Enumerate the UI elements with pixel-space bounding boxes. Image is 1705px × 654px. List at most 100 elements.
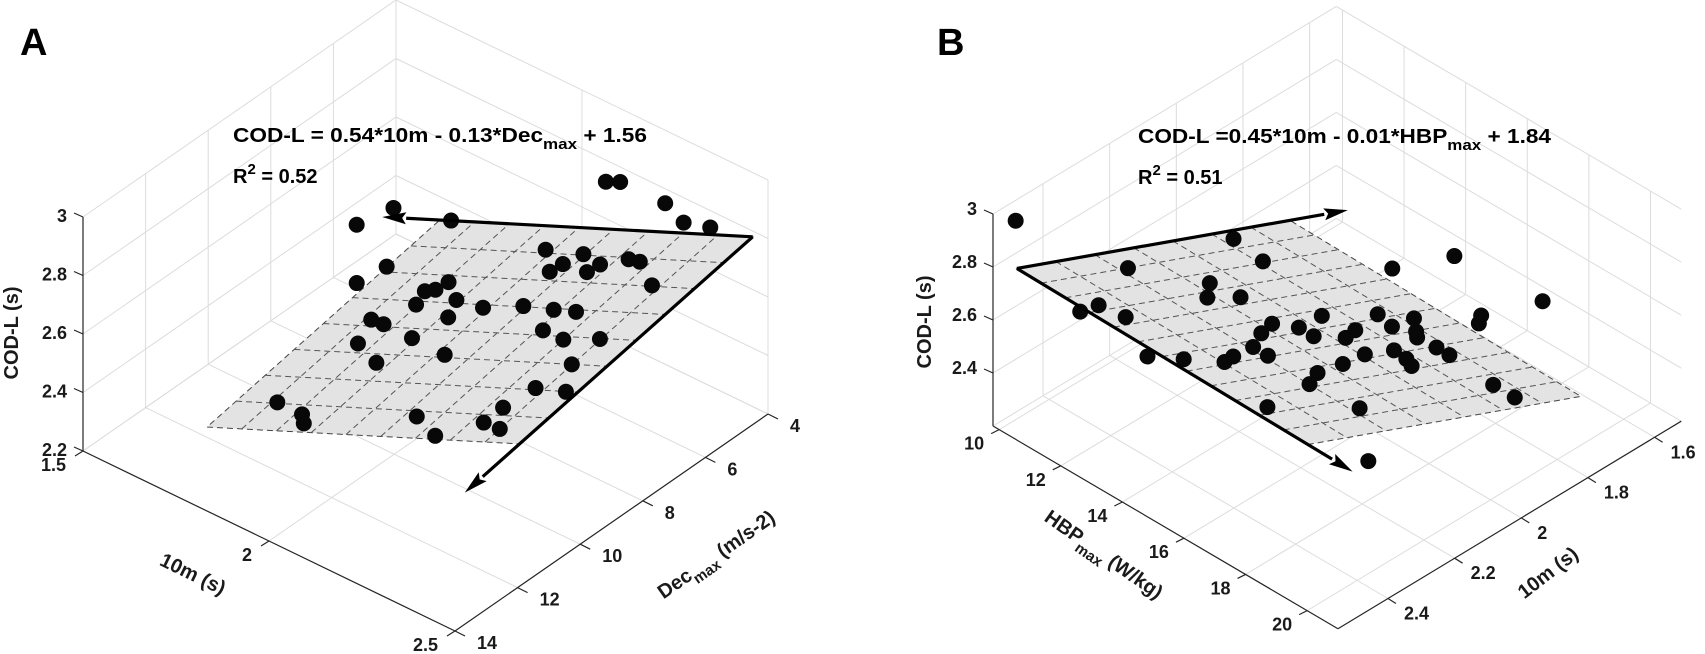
data-point (408, 408, 425, 425)
data-point (1441, 347, 1458, 364)
y-tick-label: 12 (540, 590, 560, 610)
data-point (403, 330, 420, 347)
panel-a-x-axis-title: 10m (s) (156, 549, 229, 599)
data-point (1403, 358, 1420, 375)
x-tick-mark (1387, 597, 1397, 605)
data-point (378, 258, 395, 275)
panel-a-axes (73, 212, 779, 637)
x-tick-mark (1587, 477, 1597, 484)
panel-a-points (269, 173, 719, 444)
z-tick-label: 2.4 (42, 382, 67, 402)
arrowhead-icon (464, 472, 487, 493)
panel-b-r2: R2 = 0.51 (1138, 162, 1223, 189)
wall-gridline (395, 0, 769, 181)
plane-mesh-line (410, 245, 724, 264)
z-tick-mark (73, 446, 84, 452)
z-tick-label: 2.2 (42, 440, 67, 460)
data-point (1369, 306, 1386, 323)
arrowhead-icon (1323, 208, 1348, 221)
z-tick-mark (73, 270, 84, 277)
data-point (436, 346, 453, 363)
plane-mesh-line (1283, 381, 1557, 431)
y-tick-mark (1298, 610, 1308, 616)
data-point (1360, 453, 1377, 470)
data-point (1385, 342, 1402, 359)
data-point (427, 281, 444, 298)
data-point (1139, 348, 1156, 365)
data-point (1446, 248, 1463, 265)
regression-plane-surface (205, 219, 754, 445)
panel-a: 2.2 2.4 2.6 2.8 3 1.5 2 2.5 4 6 8 10 12 14 A COD-L = … (1, 0, 800, 654)
y-tick-mark (454, 630, 466, 637)
plane-mesh-line (1055, 261, 1348, 439)
data-point (1309, 364, 1326, 381)
data-point (1428, 339, 1445, 356)
data-point (1301, 376, 1318, 393)
wall-gridline (82, 175, 397, 393)
data-point (555, 331, 572, 348)
y-tick-mark (1114, 501, 1123, 507)
plane-mesh-line (1162, 307, 1436, 357)
x-tick-mark (74, 450, 84, 457)
data-point (1313, 307, 1330, 324)
y-tick-mark (1237, 573, 1246, 579)
data-point (1225, 348, 1242, 365)
data-point (1259, 399, 1276, 416)
r2-b-r: R (1138, 167, 1153, 189)
panel-label-b: B (937, 22, 964, 64)
wall-gridline (82, 58, 397, 276)
x-tick-label: 2.5 (413, 635, 438, 654)
y-tick-mark (1052, 465, 1062, 471)
data-point (557, 383, 574, 400)
floor-gridline (1306, 402, 1651, 612)
data-point (448, 291, 465, 308)
data-point (592, 256, 609, 273)
dec-label-main: Dec (654, 565, 697, 604)
y-tick-label: 4 (790, 416, 800, 436)
regression-direction-arrow (1016, 267, 1333, 461)
data-point (1007, 212, 1024, 229)
wall-gridline (992, 59, 1337, 268)
data-point (427, 427, 444, 444)
data-point (1259, 347, 1276, 364)
data-point (612, 174, 629, 191)
plane-mesh-line (1235, 351, 1509, 402)
data-point (1199, 289, 1216, 306)
y-tick-mark (642, 500, 654, 507)
wall-gridline (82, 0, 397, 218)
floor-gridline (82, 233, 397, 452)
data-point (348, 216, 365, 233)
x-tick-mark (1520, 517, 1530, 524)
arrowhead-icon (382, 212, 407, 225)
panel-b-tick-labels: 2.4 2.6 2.8 3 1.6 1.8 2 2.2 2.4 10 12 14 16 18 20 (952, 199, 1696, 635)
panel-a-r2: R2 = 0.52 (233, 161, 318, 188)
plane-mesh-line (381, 271, 695, 290)
data-point (295, 415, 312, 432)
z-tick-label: 3 (967, 199, 977, 219)
data-point (1232, 289, 1249, 306)
dec-label-unit: (m/s-2) (708, 507, 779, 566)
panel-label-a: A (20, 22, 47, 64)
plane-mesh-line (1133, 247, 1426, 425)
data-point (385, 199, 402, 216)
y-tick-label: 12 (1026, 470, 1046, 490)
panel-b: 2.4 2.6 2.8 3 1.6 1.8 2 2.2 2.4 10 12 14 16 18 20 B CO… (914, 6, 1696, 635)
data-point (349, 335, 366, 352)
x-tick-mark (1454, 557, 1463, 564)
y-tick-mark (767, 413, 779, 420)
data-point (363, 311, 380, 328)
data-point (1253, 325, 1270, 342)
x-tick-label: 2.4 (1404, 603, 1429, 623)
r2-b-superscript: 2 (1152, 162, 1160, 179)
data-point (1351, 400, 1368, 417)
y-tick-label: 10 (602, 546, 622, 566)
plane-mesh-line (1041, 234, 1315, 284)
data-point (491, 420, 508, 437)
data-point (1534, 293, 1551, 310)
equation-b-tail: + 1.84 (1481, 126, 1552, 148)
z-tick-label: 2.4 (952, 358, 977, 378)
wall-gridline (1336, 59, 1682, 263)
plane-mesh-line (276, 223, 510, 432)
data-point (1383, 318, 1400, 335)
data-point (269, 394, 286, 411)
